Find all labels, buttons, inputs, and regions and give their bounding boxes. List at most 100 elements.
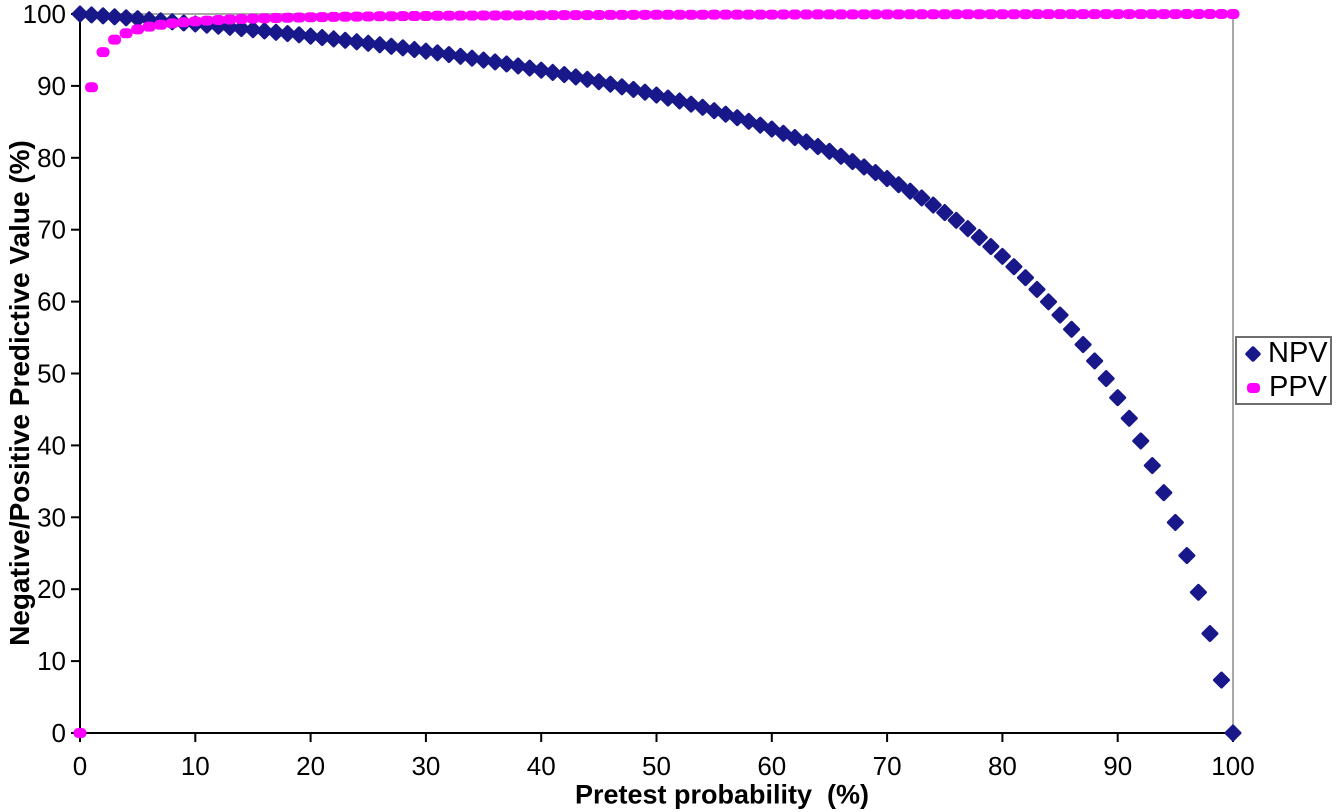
ppv-point xyxy=(753,9,767,20)
ppv-point xyxy=(350,11,364,22)
ppv-point xyxy=(511,10,525,21)
npv-point xyxy=(117,9,135,27)
ppv-point xyxy=(949,9,963,20)
ppv-point xyxy=(96,47,110,58)
npv-point xyxy=(106,8,124,26)
ppv-point xyxy=(1007,9,1021,20)
npv-point xyxy=(475,51,493,69)
x-tick-label: 10 xyxy=(181,751,210,781)
ppv-point xyxy=(1168,9,1182,20)
ppv-point xyxy=(880,9,894,20)
ppv-point xyxy=(1145,9,1159,20)
ppv-point xyxy=(1053,9,1067,20)
npv-point xyxy=(993,247,1011,265)
ppv-point xyxy=(892,9,906,20)
legend-label-npv: NPV xyxy=(1268,337,1328,369)
ppv-point xyxy=(765,9,779,20)
npv-point xyxy=(371,36,389,54)
npv-point xyxy=(728,109,746,127)
x-tick-label: 20 xyxy=(296,751,325,781)
ppv-point xyxy=(142,21,156,32)
ppv-point xyxy=(857,9,871,20)
npv-point xyxy=(1028,280,1046,298)
ppv-point xyxy=(592,10,606,21)
ppv-point xyxy=(1018,9,1032,20)
npv-point xyxy=(855,158,873,176)
ppv-point xyxy=(246,13,260,24)
ppv-point xyxy=(177,17,191,28)
npv-point xyxy=(1132,432,1150,450)
ppv-point xyxy=(799,9,813,20)
ppv-point xyxy=(673,9,687,20)
npv-point xyxy=(844,153,862,171)
ppv-point xyxy=(984,9,998,20)
ppv-point xyxy=(730,9,744,20)
npv-point xyxy=(532,61,550,79)
npv-point xyxy=(959,220,977,238)
legend-item-ppv: PPV xyxy=(1247,372,1330,403)
ppv-point xyxy=(1214,9,1228,19)
npv-point xyxy=(555,66,573,84)
npv-point xyxy=(440,46,458,64)
legend: NPV PPV xyxy=(1235,336,1332,405)
npv-point xyxy=(740,112,758,130)
ppv-point xyxy=(234,14,248,25)
ppv-point xyxy=(327,11,341,22)
npv-point xyxy=(71,5,89,23)
ppv-point xyxy=(223,14,237,25)
ppv-point xyxy=(903,9,917,20)
ppv-point xyxy=(396,11,410,22)
ppv-point xyxy=(1111,9,1125,20)
npv-point xyxy=(1063,320,1081,338)
ppv-point xyxy=(315,12,329,23)
ppv-point xyxy=(1065,9,1079,20)
npv-point xyxy=(867,164,885,182)
npv-point xyxy=(498,55,516,73)
legend-label-ppv: PPV xyxy=(1269,371,1328,403)
ppv-point xyxy=(361,11,375,22)
npv-point xyxy=(936,204,954,222)
ppv-point xyxy=(200,15,214,26)
ppv-point xyxy=(684,9,698,20)
npv-point xyxy=(970,228,988,246)
ppv-point xyxy=(1226,9,1240,19)
npv-point xyxy=(486,53,504,71)
npv-point xyxy=(1074,336,1092,354)
y-tick-label: 80 xyxy=(37,143,66,173)
ppv-point xyxy=(1122,9,1136,20)
y-tick-label: 100 xyxy=(23,0,66,29)
ppv-point xyxy=(73,728,87,738)
ppv-point xyxy=(292,12,306,23)
npv-point xyxy=(451,47,469,65)
ppv-point xyxy=(846,9,860,20)
x-tick-label: 80 xyxy=(988,751,1017,781)
y-tick-label: 90 xyxy=(37,71,66,101)
npv-point xyxy=(763,120,781,138)
npv-point xyxy=(832,147,850,165)
x-tick-label: 100 xyxy=(1211,751,1254,781)
ppv-point xyxy=(638,9,652,20)
npv-point xyxy=(878,170,896,188)
ppv-point xyxy=(373,11,387,22)
ppv-point xyxy=(523,10,537,21)
ppv-point xyxy=(719,9,733,20)
npv-point xyxy=(267,23,285,41)
ppv-point xyxy=(85,82,99,93)
ppv-point xyxy=(707,9,721,20)
npv-point xyxy=(1166,513,1184,531)
ppv-point xyxy=(1088,9,1102,20)
npv-point xyxy=(428,44,446,62)
npv-point xyxy=(313,29,331,47)
npv-point xyxy=(336,31,354,49)
x-tick-label: 50 xyxy=(642,751,671,781)
npv-point xyxy=(1040,293,1058,311)
ppv-point xyxy=(742,9,756,20)
ppv-point xyxy=(188,16,202,27)
ppv-point xyxy=(488,10,502,21)
y-tick-label: 10 xyxy=(37,646,66,676)
x-tick-label: 90 xyxy=(1103,751,1132,781)
npv-point xyxy=(1120,409,1138,427)
npv-point xyxy=(567,68,585,86)
x-tick-label: 30 xyxy=(411,751,440,781)
